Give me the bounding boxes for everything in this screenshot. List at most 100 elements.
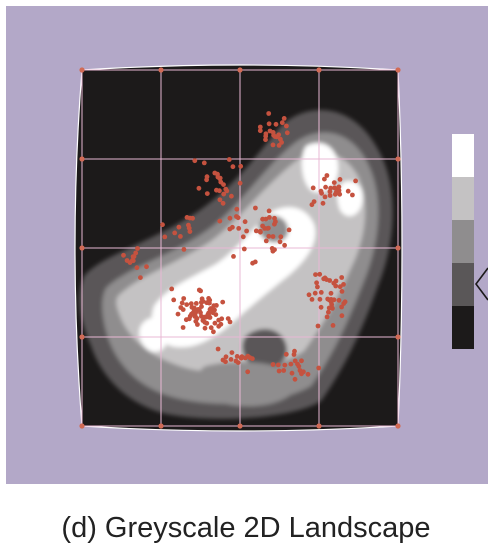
data-point xyxy=(263,238,269,244)
data-point xyxy=(281,368,287,373)
data-point xyxy=(215,346,221,352)
data-point xyxy=(336,184,342,190)
data-point xyxy=(212,320,218,326)
data-point xyxy=(257,124,263,130)
data-point xyxy=(324,173,330,178)
data-point xyxy=(210,310,216,316)
data-point xyxy=(275,362,281,368)
data-point xyxy=(193,318,199,324)
data-point xyxy=(337,177,343,182)
data-point xyxy=(242,355,248,361)
data-point xyxy=(315,323,321,329)
data-point xyxy=(221,191,227,197)
data-point xyxy=(296,363,302,369)
figure-caption: (d) Greyscale 2D Landscape xyxy=(61,512,431,544)
data-point xyxy=(282,242,287,248)
data-point xyxy=(291,352,297,357)
data-point xyxy=(231,254,236,259)
data-point xyxy=(311,199,317,205)
grid-node xyxy=(395,156,401,162)
data-point xyxy=(230,164,236,170)
data-point xyxy=(237,180,243,186)
data-point xyxy=(202,325,208,331)
data-point xyxy=(190,215,196,221)
data-point xyxy=(292,358,298,364)
data-point xyxy=(320,200,326,206)
grid-node xyxy=(237,67,243,73)
legend-level-2 xyxy=(452,263,474,306)
data-point xyxy=(272,221,277,227)
data-point xyxy=(206,300,212,306)
data-point xyxy=(214,303,219,308)
grid-node xyxy=(79,67,85,73)
grid-node xyxy=(237,423,243,429)
data-point xyxy=(226,157,232,162)
legend-marker-arrow-icon xyxy=(475,267,488,301)
data-point xyxy=(312,290,318,296)
data-point xyxy=(331,180,337,186)
data-point xyxy=(276,132,282,138)
data-point xyxy=(206,312,212,318)
data-point xyxy=(169,286,175,292)
data-point xyxy=(270,234,276,239)
data-point xyxy=(245,369,251,375)
data-point xyxy=(263,216,269,222)
data-point xyxy=(328,290,334,296)
data-point xyxy=(217,218,223,224)
data-point xyxy=(181,247,187,252)
data-point xyxy=(339,275,345,280)
grid-node xyxy=(79,423,85,429)
data-point xyxy=(234,206,240,212)
data-point xyxy=(284,123,289,129)
data-point xyxy=(305,371,311,377)
data-point xyxy=(323,184,328,190)
landscape-peak-right xyxy=(337,181,363,217)
data-point xyxy=(127,260,133,265)
greyscale-legend xyxy=(452,134,488,349)
legend-level-3 xyxy=(452,220,474,263)
data-point xyxy=(171,297,177,303)
data-point xyxy=(121,252,126,258)
data-point xyxy=(353,178,358,184)
data-point xyxy=(238,163,244,169)
data-point xyxy=(327,193,333,198)
data-point xyxy=(196,287,202,293)
data-point xyxy=(181,296,187,301)
data-point xyxy=(187,229,193,235)
data-point xyxy=(322,176,327,182)
data-point xyxy=(289,370,295,376)
data-point xyxy=(220,299,226,305)
data-point xyxy=(238,355,244,361)
landscape-lowland-right xyxy=(197,361,299,407)
grid-node xyxy=(79,156,85,162)
data-point xyxy=(133,250,139,256)
data-point xyxy=(200,299,206,304)
data-point xyxy=(219,316,225,322)
data-point xyxy=(228,357,234,362)
data-point xyxy=(179,300,185,306)
data-point xyxy=(313,272,318,277)
data-point xyxy=(204,320,210,326)
data-point xyxy=(224,188,230,194)
data-point xyxy=(316,365,322,371)
data-point xyxy=(270,142,276,148)
data-point xyxy=(324,277,329,282)
data-point xyxy=(172,230,178,236)
data-point xyxy=(253,205,258,211)
data-point xyxy=(229,193,234,199)
data-point xyxy=(250,260,256,266)
data-point xyxy=(299,358,304,364)
data-point xyxy=(208,325,214,331)
data-point xyxy=(276,368,282,374)
data-point xyxy=(180,307,186,312)
data-point xyxy=(322,194,328,200)
data-point xyxy=(234,214,239,219)
data-point xyxy=(325,296,331,302)
grid-nodes xyxy=(79,67,401,429)
data-point xyxy=(138,275,143,280)
data-point xyxy=(317,271,323,277)
data-point xyxy=(279,120,285,126)
data-point xyxy=(292,376,298,382)
data-point xyxy=(270,362,276,367)
grid-node xyxy=(79,334,85,340)
